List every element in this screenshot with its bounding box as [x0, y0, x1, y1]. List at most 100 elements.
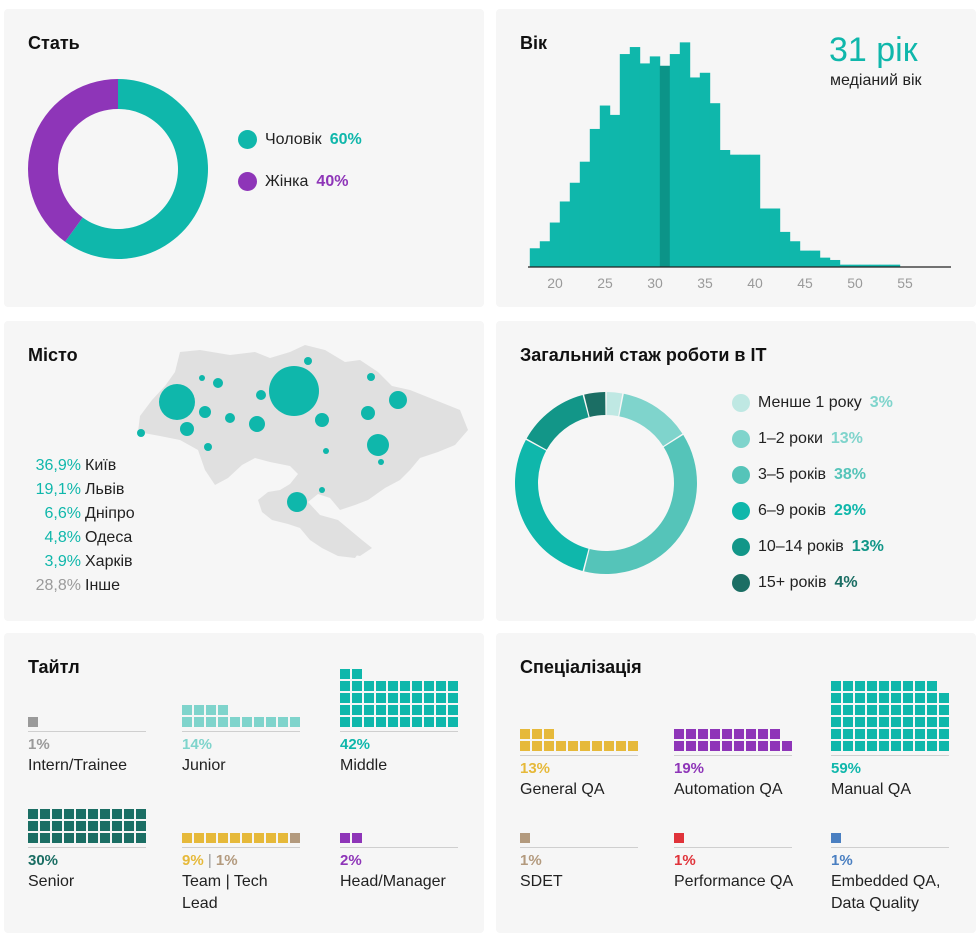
waffle-square — [400, 717, 410, 727]
waffle-square — [556, 741, 566, 751]
legend-item-male: Чоловік 60% — [238, 130, 362, 149]
age-histogram: 20 25 30 35 40 45 50 55 — [528, 42, 951, 291]
waffle-square — [604, 741, 614, 751]
waffle-square — [903, 717, 913, 727]
spec-manual-divider — [831, 755, 949, 756]
waffle-square — [855, 717, 865, 727]
city-name: Дніпро — [85, 505, 135, 522]
spec-embedded-label: Embedded QA, Data Quality — [831, 873, 941, 912]
waffle-square — [218, 717, 228, 727]
waffle-square — [88, 833, 98, 843]
spec-sdet-pct: 1% — [520, 852, 542, 869]
waffle-square — [734, 729, 744, 739]
waffle-square — [746, 729, 756, 739]
waffle-square — [112, 833, 122, 843]
waffle-square — [28, 833, 38, 843]
waffle-square — [915, 705, 925, 715]
age-tick-label: 50 — [847, 275, 863, 291]
waffle-square — [352, 705, 362, 715]
waffle-square — [400, 705, 410, 715]
title-card: Тайтл 1% Intern/Trainee 14% Junior 42% Middle… — [4, 633, 484, 933]
age-bar — [749, 154, 761, 267]
age-bar — [879, 264, 891, 267]
waffle-square — [544, 729, 554, 739]
gender-title: Стать — [28, 33, 80, 53]
waffle-square — [903, 693, 913, 703]
waffle-square — [891, 681, 901, 691]
city-bubble-lviv — [159, 384, 195, 420]
spec-performance-pct-value: 1% — [674, 852, 696, 869]
waffle-square — [903, 705, 913, 715]
waffle-square — [903, 681, 913, 691]
ukraine-map — [137, 345, 468, 558]
gender-slice-0 — [65, 79, 208, 259]
waffle-square — [136, 833, 146, 843]
city-pct: 36,9% — [35, 457, 81, 474]
waffle-square — [278, 833, 288, 843]
city-pct: 3,9% — [44, 553, 81, 570]
age-tick-label: 30 — [647, 275, 663, 291]
title-intern-label: Intern/Trainee — [28, 757, 128, 774]
age-tick-label: 45 — [797, 275, 813, 291]
age-bar — [809, 250, 821, 267]
waffle-square — [710, 741, 720, 751]
age-bar — [829, 259, 841, 267]
city-name: Одеса — [85, 529, 133, 546]
waffle-square — [734, 741, 744, 751]
waffle-square — [124, 821, 134, 831]
experience-legend-pct: 29% — [834, 502, 867, 519]
waffle-square — [194, 717, 204, 727]
experience-slice-2 — [584, 434, 697, 574]
legend-dot-male — [238, 130, 257, 149]
waffle-square — [746, 741, 756, 751]
waffle-square — [686, 729, 696, 739]
title-lead-pct-value: 9% — [182, 852, 204, 869]
city-card: Місто 36,9% Київ — [4, 321, 484, 621]
city-pct: 4,8% — [44, 529, 81, 546]
waffle-square — [352, 669, 362, 679]
waffle-square — [28, 717, 38, 727]
spec-general-divider — [520, 755, 638, 756]
age-bar — [629, 47, 641, 267]
age-bar — [649, 56, 661, 268]
city-bubble-rivne — [213, 378, 223, 388]
waffle-square — [927, 717, 937, 727]
gender-card: Стать Чоловік 60% Жінка 40% — [4, 9, 484, 307]
city-name: Київ — [85, 457, 117, 474]
waffle-square — [891, 693, 901, 703]
experience-slice-5 — [584, 392, 606, 417]
title-intern-pct-value: 1% — [28, 736, 50, 753]
spec-automation-label: Automation QA — [674, 781, 783, 798]
waffle-square — [112, 809, 122, 819]
city-pct: 6,6% — [44, 505, 81, 522]
waffle-square — [867, 741, 877, 751]
waffle-square — [939, 717, 949, 727]
city-pct: 28,8% — [35, 577, 81, 594]
spec-manual-pct: 59% — [831, 760, 861, 777]
legend-pct-female: 40% — [316, 172, 349, 190]
waffle-square — [855, 681, 865, 691]
city-bubble-sumy — [367, 373, 375, 381]
waffle-square — [867, 681, 877, 691]
waffle-square — [64, 809, 74, 819]
waffle-square — [520, 833, 530, 843]
age-bar — [859, 264, 871, 267]
waffle-square — [698, 729, 708, 739]
waffle-square — [40, 821, 50, 831]
waffle-square — [242, 717, 252, 727]
spec-general-label: General QA — [520, 781, 605, 798]
spec-card: Спеціалізація 13% General QA 19% Automation… — [496, 633, 976, 933]
waffle-square — [40, 833, 50, 843]
waffle-square — [64, 821, 74, 831]
waffle-square — [674, 741, 684, 751]
age-bar — [709, 103, 721, 267]
waffle-square — [903, 729, 913, 739]
age-bar — [759, 208, 771, 267]
waffle-square — [915, 729, 925, 739]
title-senior-label: Senior — [28, 873, 75, 890]
waffle-square — [939, 729, 949, 739]
experience-legend-dot — [732, 538, 750, 556]
spec-automation-pct-value: 19% — [674, 760, 705, 777]
title-intern-divider — [28, 731, 146, 732]
waffle-square — [136, 821, 146, 831]
